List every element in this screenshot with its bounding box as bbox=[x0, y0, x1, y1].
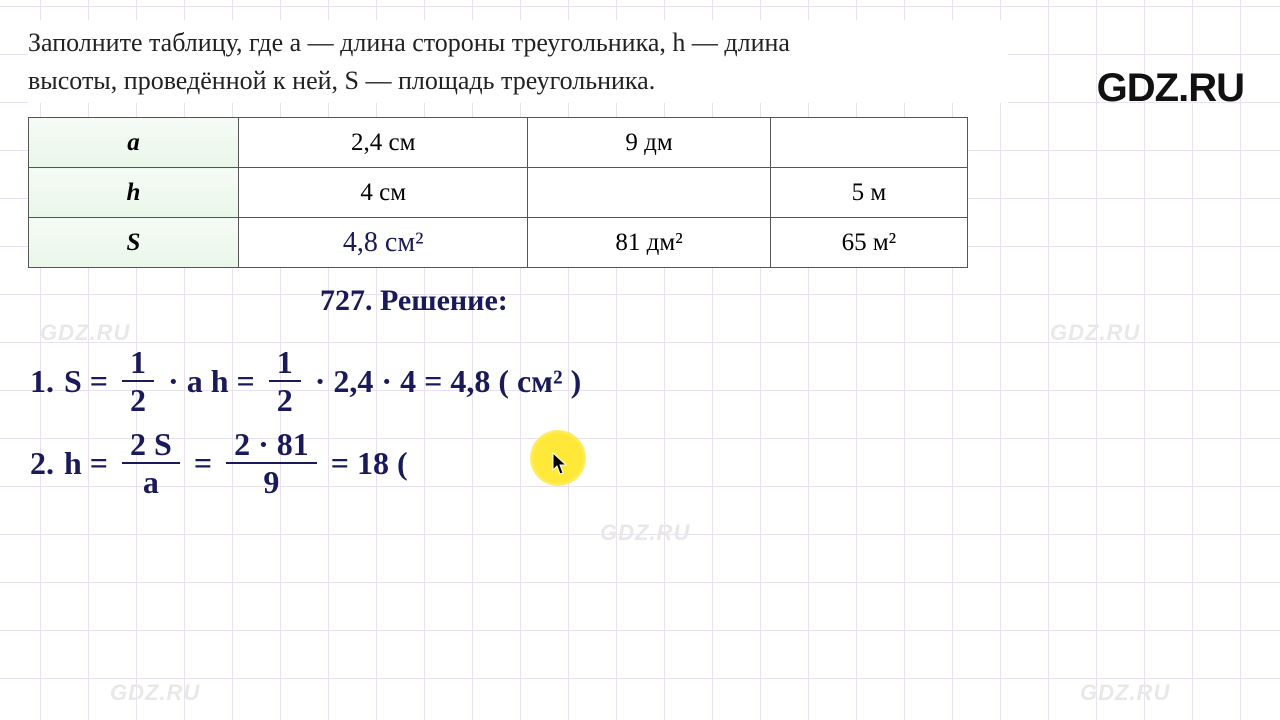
watermark: GDZ.RU bbox=[40, 320, 130, 346]
cell-s-1-handwritten: 4,8 см² bbox=[239, 218, 528, 268]
cell-a-3 bbox=[770, 118, 967, 168]
eq2-rhs: = 18 ( bbox=[331, 445, 408, 482]
eq1-number: 1. bbox=[30, 363, 54, 400]
eq2-number: 2. bbox=[30, 445, 54, 482]
instruction-text: Заполните таблицу, где a — длина стороны… bbox=[28, 20, 1008, 103]
watermark: GDZ.RU bbox=[600, 520, 690, 546]
instruction-line-1: Заполните таблицу, где a — длина стороны… bbox=[28, 28, 790, 57]
equation-1: 1. S = 1 2 · a h = 1 2 · 2,4 · 4 = 4,8 (… bbox=[30, 346, 581, 416]
row-label-a: a bbox=[29, 118, 239, 168]
eq2-equals: = bbox=[194, 445, 212, 482]
eq2-frac1: 2 S a bbox=[122, 428, 180, 498]
eq1-mid: · a h = bbox=[168, 363, 255, 400]
table-row: h 4 см 5 м bbox=[29, 168, 968, 218]
eq1-lhs: S = bbox=[64, 363, 108, 400]
watermark: GDZ.RU bbox=[1080, 680, 1170, 706]
watermark: GDZ.RU bbox=[110, 680, 200, 706]
table-row: a 2,4 см 9 дм bbox=[29, 118, 968, 168]
eq2-lhs: h = bbox=[64, 445, 108, 482]
eq2-frac2: 2 · 81 9 bbox=[226, 428, 317, 498]
watermark: GDZ.RU bbox=[1050, 320, 1140, 346]
cell-s-3: 65 м² bbox=[770, 218, 967, 268]
cell-h-2 bbox=[528, 168, 770, 218]
cell-a-2: 9 дм bbox=[528, 118, 770, 168]
eq1-frac2: 1 2 bbox=[269, 346, 301, 416]
table-row: S 4,8 см² 81 дм² 65 м² bbox=[29, 218, 968, 268]
cell-h-1: 4 см bbox=[239, 168, 528, 218]
cell-a-1: 2,4 см bbox=[239, 118, 528, 168]
eq1-rhs: · 2,4 · 4 = 4,8 ( см² ) bbox=[315, 363, 581, 400]
cell-h-3: 5 м bbox=[770, 168, 967, 218]
row-label-s: S bbox=[29, 218, 239, 268]
site-logo: GDZ.RU bbox=[1097, 66, 1244, 111]
cell-s-2: 81 дм² bbox=[528, 218, 770, 268]
eq1-frac1: 1 2 bbox=[122, 346, 154, 416]
data-table: a 2,4 см 9 дм h 4 см 5 м S 4,8 см² 81 дм… bbox=[28, 117, 968, 268]
cursor-icon bbox=[552, 452, 570, 482]
equation-2: 2. h = 2 S a = 2 · 81 9 = 18 ( bbox=[30, 428, 408, 498]
solution-title: 727. Решение: bbox=[320, 284, 508, 318]
row-label-h: h bbox=[29, 168, 239, 218]
page-content: Заполните таблицу, где a — длина стороны… bbox=[0, 0, 1280, 288]
instruction-line-2: высоты, проведённой к ней, S — площадь т… bbox=[28, 66, 655, 95]
